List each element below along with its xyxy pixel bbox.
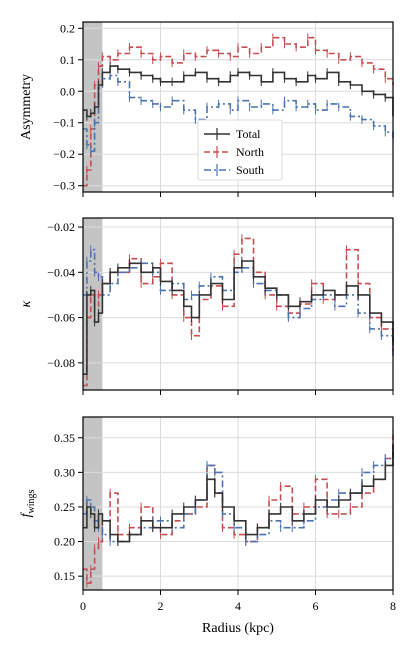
shaded-region: [83, 22, 103, 192]
y-tick-label: 0.25: [54, 500, 75, 514]
y-tick-label: 0.35: [54, 431, 75, 445]
shaded-region: [83, 218, 103, 390]
y-tick-label: −0.06: [47, 311, 75, 325]
x-tick-label: 6: [313, 599, 319, 613]
y-axis-label: Asymmetry: [19, 74, 34, 140]
series-south: [82, 71, 394, 156]
y-axis-label: κ: [19, 300, 34, 307]
series-north: [82, 33, 394, 190]
y-tick-label: −0.1: [53, 116, 75, 130]
series-total: [82, 61, 394, 121]
y-tick-label: −0.02: [47, 220, 75, 234]
panel-3: 0.35 0.30 0.25 0.20 0.15 0 2 4 6 8 fwings Radius (k…: [19, 416, 396, 636]
panel-1: 0.2 0.1 0.0 −0.1 −0.2 −0.3 Asymmetry Total North…: [19, 21, 394, 197]
legend-label-total: Total: [236, 127, 261, 141]
x-tick-label: 0: [80, 599, 86, 613]
y-tick-label: −0.04: [47, 265, 75, 279]
y-tick-label: −0.3: [53, 179, 75, 193]
y-tick-label: 0.20: [54, 535, 75, 549]
y-tick-label: −0.08: [47, 356, 75, 370]
y-tick-label: 0.0: [60, 84, 75, 98]
panel-2: −0.02 −0.04 −0.06 −0.08 κ: [19, 217, 394, 395]
x-axis-label: Radius (kpc): [202, 621, 274, 636]
shaded-region: [83, 417, 103, 590]
legend-label-south: South: [236, 163, 264, 177]
y-tick-label: 0.15: [54, 569, 75, 583]
y-tick-label: 0.2: [60, 21, 75, 35]
x-tick-label: 4: [235, 599, 241, 613]
series-total: [82, 440, 394, 546]
series-line: [83, 65, 394, 118]
y-tick-label: 0.1: [60, 53, 75, 67]
x-tick-label: 8: [390, 599, 396, 613]
y-tick-label: −0.2: [53, 147, 75, 161]
x-tick-label: 2: [158, 599, 164, 613]
legend-label-north: North: [236, 145, 264, 159]
y-axis-label: fwings: [19, 490, 37, 518]
y-tick-label: 0.30: [54, 465, 75, 479]
legend-box: [197, 119, 283, 181]
legend: Total North South: [197, 119, 283, 181]
